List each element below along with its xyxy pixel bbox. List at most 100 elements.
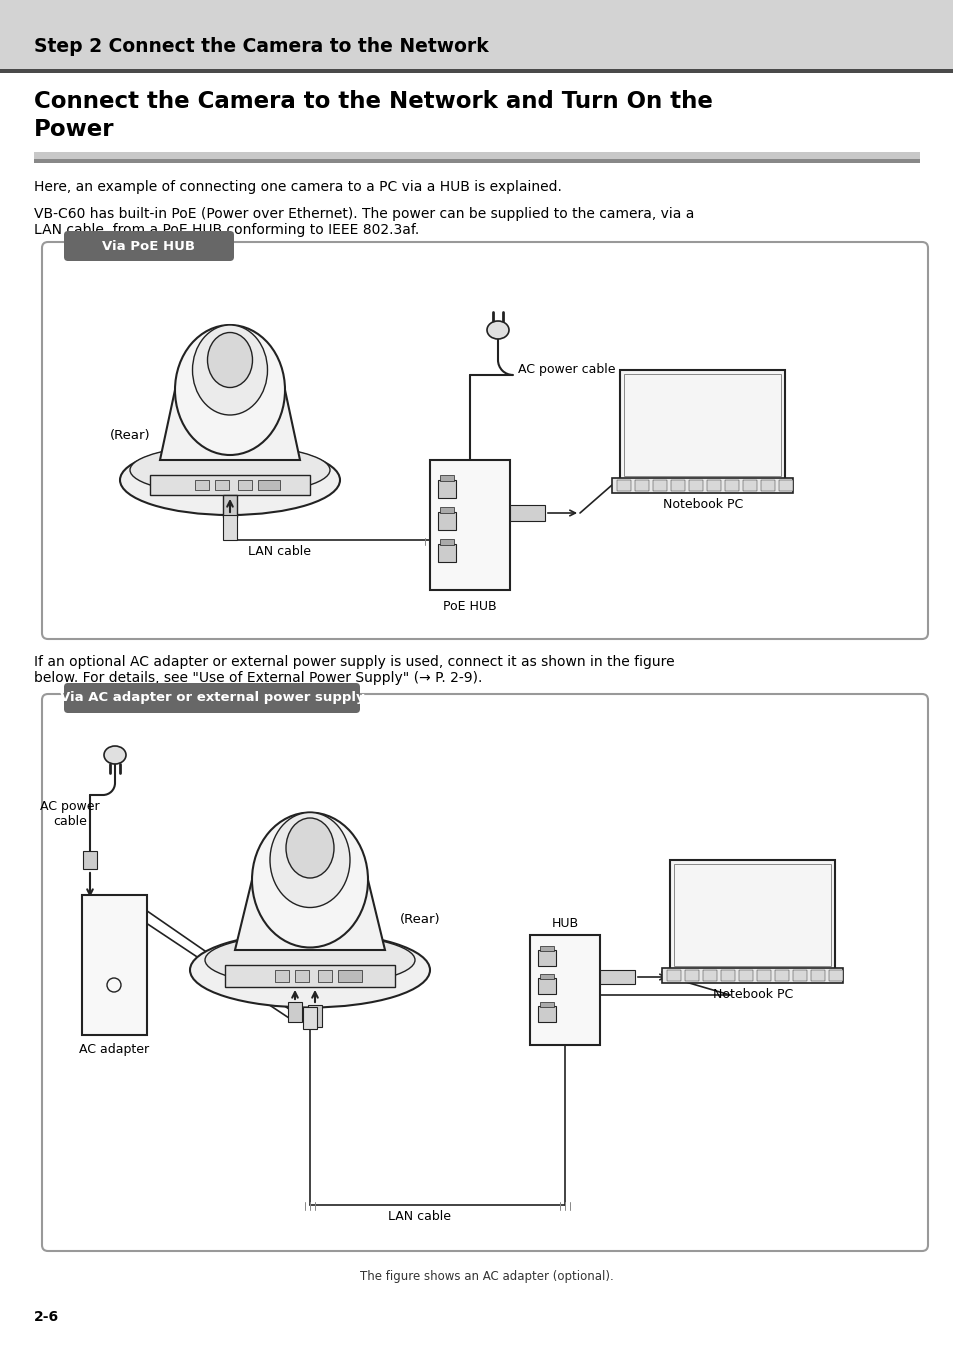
Bar: [539, 1002, 554, 1007]
Bar: [635, 480, 648, 491]
Bar: [34, 151, 919, 160]
Bar: [223, 495, 236, 516]
Bar: [0, 69, 953, 73]
FancyBboxPatch shape: [64, 231, 233, 261]
Text: Notebook PC: Notebook PC: [712, 988, 792, 1000]
Text: AC adapter: AC adapter: [79, 1042, 149, 1056]
Bar: [757, 969, 770, 982]
Text: 2-6: 2-6: [34, 1310, 59, 1324]
Bar: [670, 480, 684, 491]
Bar: [720, 969, 734, 982]
Text: PoE HUB: PoE HUB: [443, 600, 497, 612]
Bar: [439, 475, 454, 481]
Bar: [810, 969, 824, 982]
Bar: [257, 480, 280, 489]
Bar: [294, 969, 309, 982]
Bar: [274, 969, 289, 982]
Bar: [828, 969, 842, 982]
Ellipse shape: [286, 818, 334, 877]
Text: The figure shows an AC adapter (optional).: The figure shows an AC adapter (optional…: [359, 1270, 613, 1283]
Bar: [510, 506, 544, 521]
Ellipse shape: [120, 445, 339, 515]
Bar: [706, 480, 720, 491]
Bar: [684, 969, 699, 982]
Text: LAN cable: LAN cable: [248, 545, 312, 558]
Bar: [194, 480, 209, 489]
Bar: [237, 480, 252, 489]
Ellipse shape: [130, 445, 330, 495]
Text: AC power cable: AC power cable: [517, 364, 615, 376]
Bar: [652, 480, 666, 491]
Bar: [661, 968, 842, 983]
Ellipse shape: [205, 934, 415, 986]
Text: Via AC adapter or external power supply: Via AC adapter or external power supply: [60, 691, 364, 704]
Bar: [666, 969, 680, 982]
Ellipse shape: [270, 813, 350, 907]
Text: below. For details, see "Use of External Power Supply" (→ P. 2-9).: below. For details, see "Use of External…: [34, 671, 482, 685]
Bar: [437, 512, 456, 530]
Text: VB-C60 has built-in PoE (Power over Ethernet). The power can be supplied to the : VB-C60 has built-in PoE (Power over Ethe…: [34, 207, 694, 220]
FancyBboxPatch shape: [64, 683, 359, 713]
FancyBboxPatch shape: [42, 242, 927, 639]
Text: LAN cable, from a PoE HUB conforming to IEEE 802.3af.: LAN cable, from a PoE HUB conforming to …: [34, 223, 418, 237]
Bar: [673, 864, 830, 965]
Bar: [308, 1005, 322, 1028]
Bar: [68, 246, 233, 256]
Bar: [288, 1002, 302, 1022]
Text: AC power: AC power: [40, 800, 100, 813]
Bar: [303, 1007, 316, 1029]
Bar: [688, 480, 702, 491]
Bar: [599, 969, 635, 984]
Bar: [623, 375, 781, 476]
Bar: [68, 698, 357, 708]
Bar: [702, 969, 717, 982]
Bar: [439, 539, 454, 545]
Bar: [82, 895, 147, 1036]
Ellipse shape: [486, 320, 509, 339]
Bar: [225, 965, 395, 987]
Bar: [617, 480, 630, 491]
Bar: [774, 969, 788, 982]
Bar: [150, 475, 310, 495]
Bar: [537, 1006, 556, 1022]
Text: Connect the Camera to the Network and Turn On the: Connect the Camera to the Network and Tu…: [34, 91, 712, 114]
Bar: [760, 480, 774, 491]
Text: HUB: HUB: [551, 917, 578, 930]
Text: Notebook PC: Notebook PC: [662, 498, 742, 511]
Bar: [669, 860, 834, 969]
Bar: [439, 507, 454, 512]
Ellipse shape: [190, 933, 430, 1007]
Text: cable: cable: [53, 815, 87, 827]
Ellipse shape: [193, 324, 267, 415]
Bar: [792, 969, 806, 982]
Ellipse shape: [208, 333, 253, 388]
Bar: [539, 946, 554, 950]
Bar: [742, 480, 757, 491]
Bar: [223, 515, 236, 539]
Bar: [779, 480, 792, 491]
Text: (Rear): (Rear): [110, 429, 151, 442]
Text: LAN cable: LAN cable: [388, 1210, 451, 1224]
Bar: [0, 0, 953, 72]
Bar: [724, 480, 739, 491]
Bar: [619, 370, 784, 480]
Bar: [537, 977, 556, 994]
Polygon shape: [234, 880, 385, 950]
FancyBboxPatch shape: [42, 694, 927, 1251]
Text: If an optional AC adapter or external power supply is used, connect it as shown : If an optional AC adapter or external po…: [34, 654, 674, 669]
Ellipse shape: [174, 324, 285, 456]
Bar: [337, 969, 361, 982]
Bar: [530, 936, 599, 1045]
Bar: [317, 969, 332, 982]
Text: Power: Power: [34, 118, 114, 141]
Bar: [437, 544, 456, 562]
Bar: [612, 479, 792, 493]
Bar: [537, 950, 556, 965]
Polygon shape: [160, 389, 299, 460]
Text: (Rear): (Rear): [399, 914, 440, 926]
Text: Via PoE HUB: Via PoE HUB: [102, 239, 195, 253]
Bar: [739, 969, 752, 982]
Text: Step 2 Connect the Camera to the Network: Step 2 Connect the Camera to the Network: [34, 37, 488, 55]
Bar: [539, 973, 554, 979]
Ellipse shape: [252, 813, 368, 948]
